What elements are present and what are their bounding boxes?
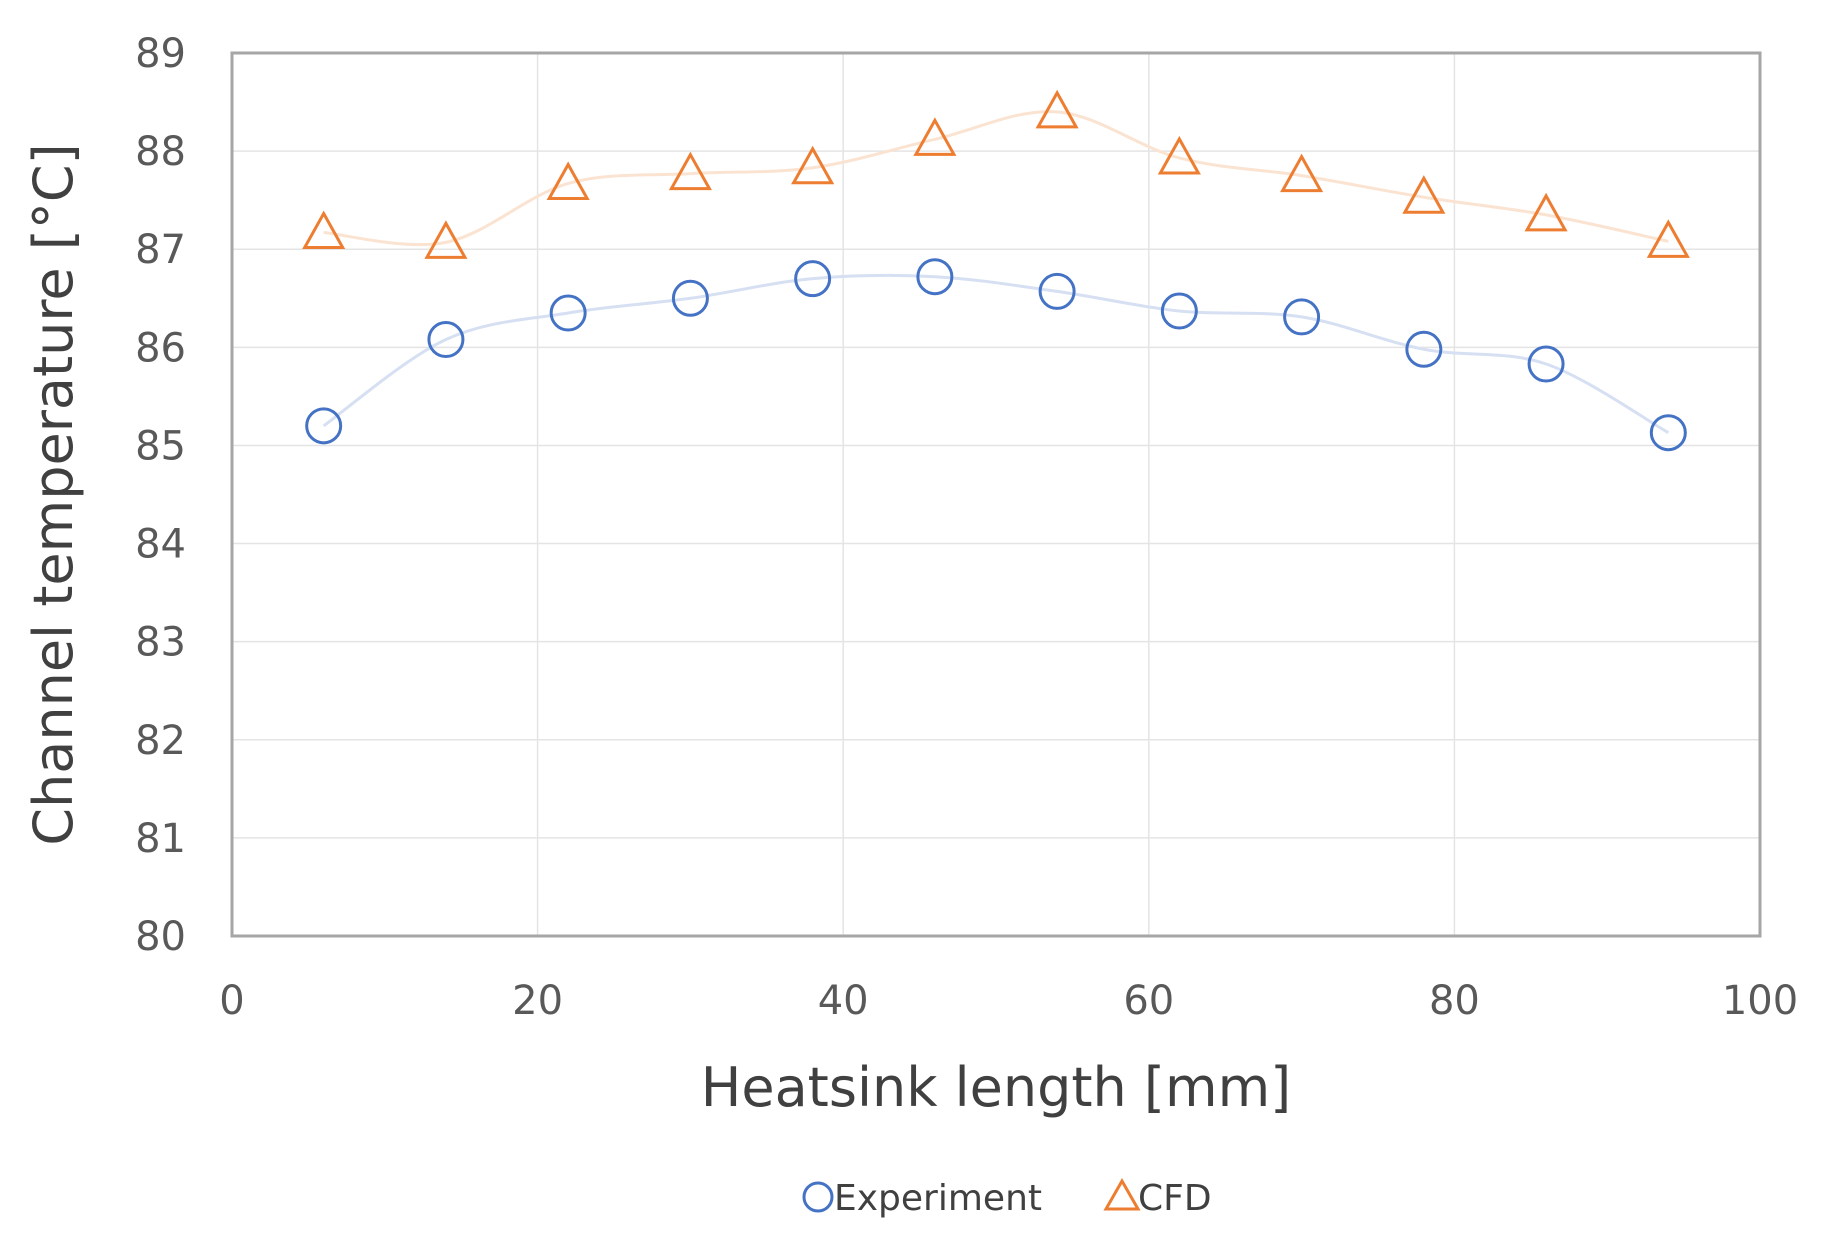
cfd-data-point: [302, 210, 346, 250]
cfd-data-point: [913, 117, 957, 156]
y-tick-label: 86: [135, 325, 186, 371]
x-tick-label: 40: [818, 978, 869, 1024]
cfd-data-point: [1524, 192, 1568, 232]
legend-cfd-marker: [1103, 1177, 1141, 1211]
experiment-data-point: [305, 407, 343, 445]
x-tick-label: 100: [1722, 978, 1798, 1024]
legend-cfd-label: CFD: [1138, 1178, 1212, 1219]
x-tick-label: 0: [219, 978, 244, 1024]
cfd-data-point: [1157, 135, 1201, 175]
cfd-data-point: [1280, 153, 1324, 193]
experiment-data-point: [671, 279, 709, 317]
y-tick-label: 84: [135, 522, 186, 568]
experiment-series-line: [322, 273, 1670, 434]
y-tick-label: 81: [135, 816, 186, 862]
experiment-data-point: [549, 294, 587, 332]
experiment-data-point: [1527, 345, 1565, 383]
y-tick-label: 82: [135, 718, 186, 764]
y-tick-label: 80: [135, 914, 186, 960]
x-axis-title: Heatsink length [mm]: [701, 1056, 1292, 1119]
x-tick-label: 60: [1123, 978, 1174, 1024]
y-tick-label: 89: [135, 31, 186, 77]
series-lines: [322, 110, 1670, 434]
legend-experiment-marker: [802, 1181, 834, 1213]
plot-area-frame: [230, 51, 1762, 938]
legend: Experiment CFD: [802, 1177, 1212, 1219]
cfd-series-line: [323, 110, 1669, 247]
x-axis-ticks: 0 20 40 60 80 100: [219, 978, 1798, 1024]
y-tick-label: 85: [135, 423, 186, 469]
cfd-data-point: [546, 161, 590, 200]
experiment-data-point: [1405, 330, 1443, 368]
legend-experiment-label: Experiment: [834, 1178, 1042, 1219]
cfd-data-point: [791, 145, 835, 185]
y-tick-label: 83: [135, 620, 186, 666]
experiment-data-point: [1038, 272, 1076, 310]
y-axis-title: Channel temperature [°C]: [22, 143, 85, 845]
y-axis-ticks: 80 81 82 83 84 85 86 87 88 89: [135, 31, 186, 960]
experiment-data-point: [1160, 292, 1198, 330]
experiment-data-point: [794, 260, 832, 298]
cfd-data-point: [1035, 89, 1079, 129]
series-markers: [302, 89, 1690, 452]
y-tick-label: 87: [135, 227, 186, 273]
cfd-data-point: [1646, 219, 1690, 258]
cfd-data-point: [668, 151, 712, 191]
gridlines: [232, 53, 1760, 936]
x-tick-label: 20: [512, 978, 563, 1024]
experiment-data-point: [1283, 298, 1321, 336]
cfd-data-point: [1402, 175, 1446, 214]
y-tick-label: 88: [135, 129, 186, 175]
experiment-data-point: [916, 258, 954, 296]
x-tick-label: 80: [1429, 978, 1480, 1024]
cfd-data-point: [424, 220, 468, 259]
experiment-data-point: [1649, 414, 1687, 452]
experiment-data-point: [427, 320, 465, 358]
